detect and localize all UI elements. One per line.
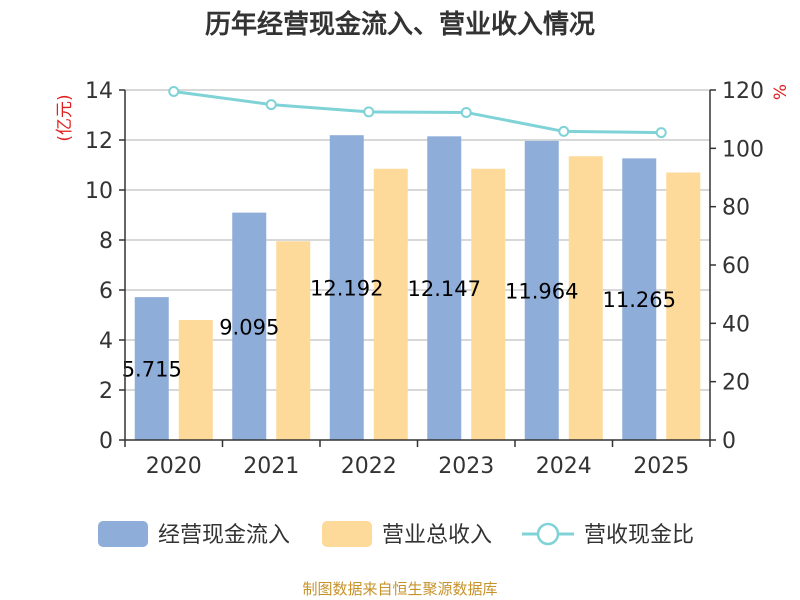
y-right-tick-label: 40 — [722, 312, 750, 337]
source-note: 制图数据来自恒生聚源数据库 — [302, 580, 498, 598]
bar-inflow — [134, 297, 169, 440]
bar-data-label: 12.147 — [408, 277, 481, 301]
y-left-tick-label: 2 — [99, 379, 113, 404]
bar-revenue — [178, 320, 213, 440]
y-left-tick-label: 0 — [99, 429, 113, 454]
ratio-point — [168, 85, 180, 97]
bar-data-label: 9.095 — [219, 315, 279, 339]
ratio-line — [168, 85, 667, 139]
ratio-point — [363, 106, 375, 118]
ratio-point — [460, 106, 472, 118]
legend-swatch-inflow — [98, 521, 148, 547]
bar-data-label: 12.192 — [310, 277, 383, 301]
legend: 经营现金流入 营业总收入 营收现金比 — [98, 521, 694, 548]
y-left-tick-label: 12 — [85, 129, 113, 154]
legend-label-ratio: 营收现金比 — [584, 523, 694, 548]
bar-revenue — [373, 168, 408, 440]
y-left-unit: (亿元) — [55, 94, 75, 141]
x-tick-label: 2022 — [341, 454, 397, 479]
bar-data-label: 5.715 — [122, 358, 182, 382]
y-right-tick-label: 80 — [722, 196, 750, 221]
y-left-tick-label: 4 — [99, 329, 113, 354]
x-tick-label: 2024 — [536, 454, 592, 479]
bar-revenue — [666, 172, 701, 440]
bar-revenue — [276, 241, 311, 440]
bar-inflow — [622, 158, 657, 440]
y-left-tick-label: 14 — [85, 79, 113, 104]
y-right-tick-label: 60 — [722, 254, 750, 279]
chart-title: 历年经营现金流入、营业收入情况 — [204, 10, 595, 40]
ratio-line-path — [173, 89, 662, 135]
y-right-tick-label: 0 — [722, 429, 736, 454]
bar-inflow — [329, 135, 364, 440]
y-right-tick-label: 20 — [722, 371, 750, 396]
y-left-tick-label: 10 — [85, 179, 113, 204]
legend-label-revenue: 营业总收入 — [382, 523, 492, 548]
ratio-point — [655, 127, 667, 139]
x-tick-label: 2025 — [633, 454, 689, 479]
legend-swatch-revenue — [322, 521, 372, 547]
axes: 0 2 4 6 8 10 12 14 0 20 40 60 80 100 120 2020 2021 2022 20… — [55, 79, 791, 479]
x-tick-label: 2021 — [243, 454, 299, 479]
legend-swatch-ratio-marker — [536, 522, 560, 546]
data-labels: 5.715 9.095 12.192 12.147 11.964 11.265 — [122, 277, 676, 382]
x-tick-label: 2023 — [438, 454, 494, 479]
y-right-tick-label: 120 — [722, 79, 764, 104]
y-right-unit: % — [771, 84, 791, 100]
bar-data-label: 11.265 — [603, 288, 676, 312]
bar-inflow — [232, 212, 267, 440]
legend-label-inflow: 经营现金流入 — [158, 523, 290, 548]
bars — [134, 135, 701, 440]
x-tick-label: 2020 — [146, 454, 202, 479]
grid-lines — [125, 89, 710, 391]
ratio-point — [558, 125, 570, 137]
bar-inflow — [427, 136, 462, 440]
y-right-tick-label: 100 — [722, 137, 764, 162]
bar-inflow — [524, 140, 559, 440]
y-left-tick-label: 6 — [99, 279, 113, 304]
bar-revenue — [568, 156, 603, 440]
bar-revenue — [471, 168, 506, 440]
ratio-point — [265, 99, 277, 111]
y-left-tick-label: 8 — [99, 229, 113, 254]
bar-data-label: 11.964 — [505, 279, 578, 303]
